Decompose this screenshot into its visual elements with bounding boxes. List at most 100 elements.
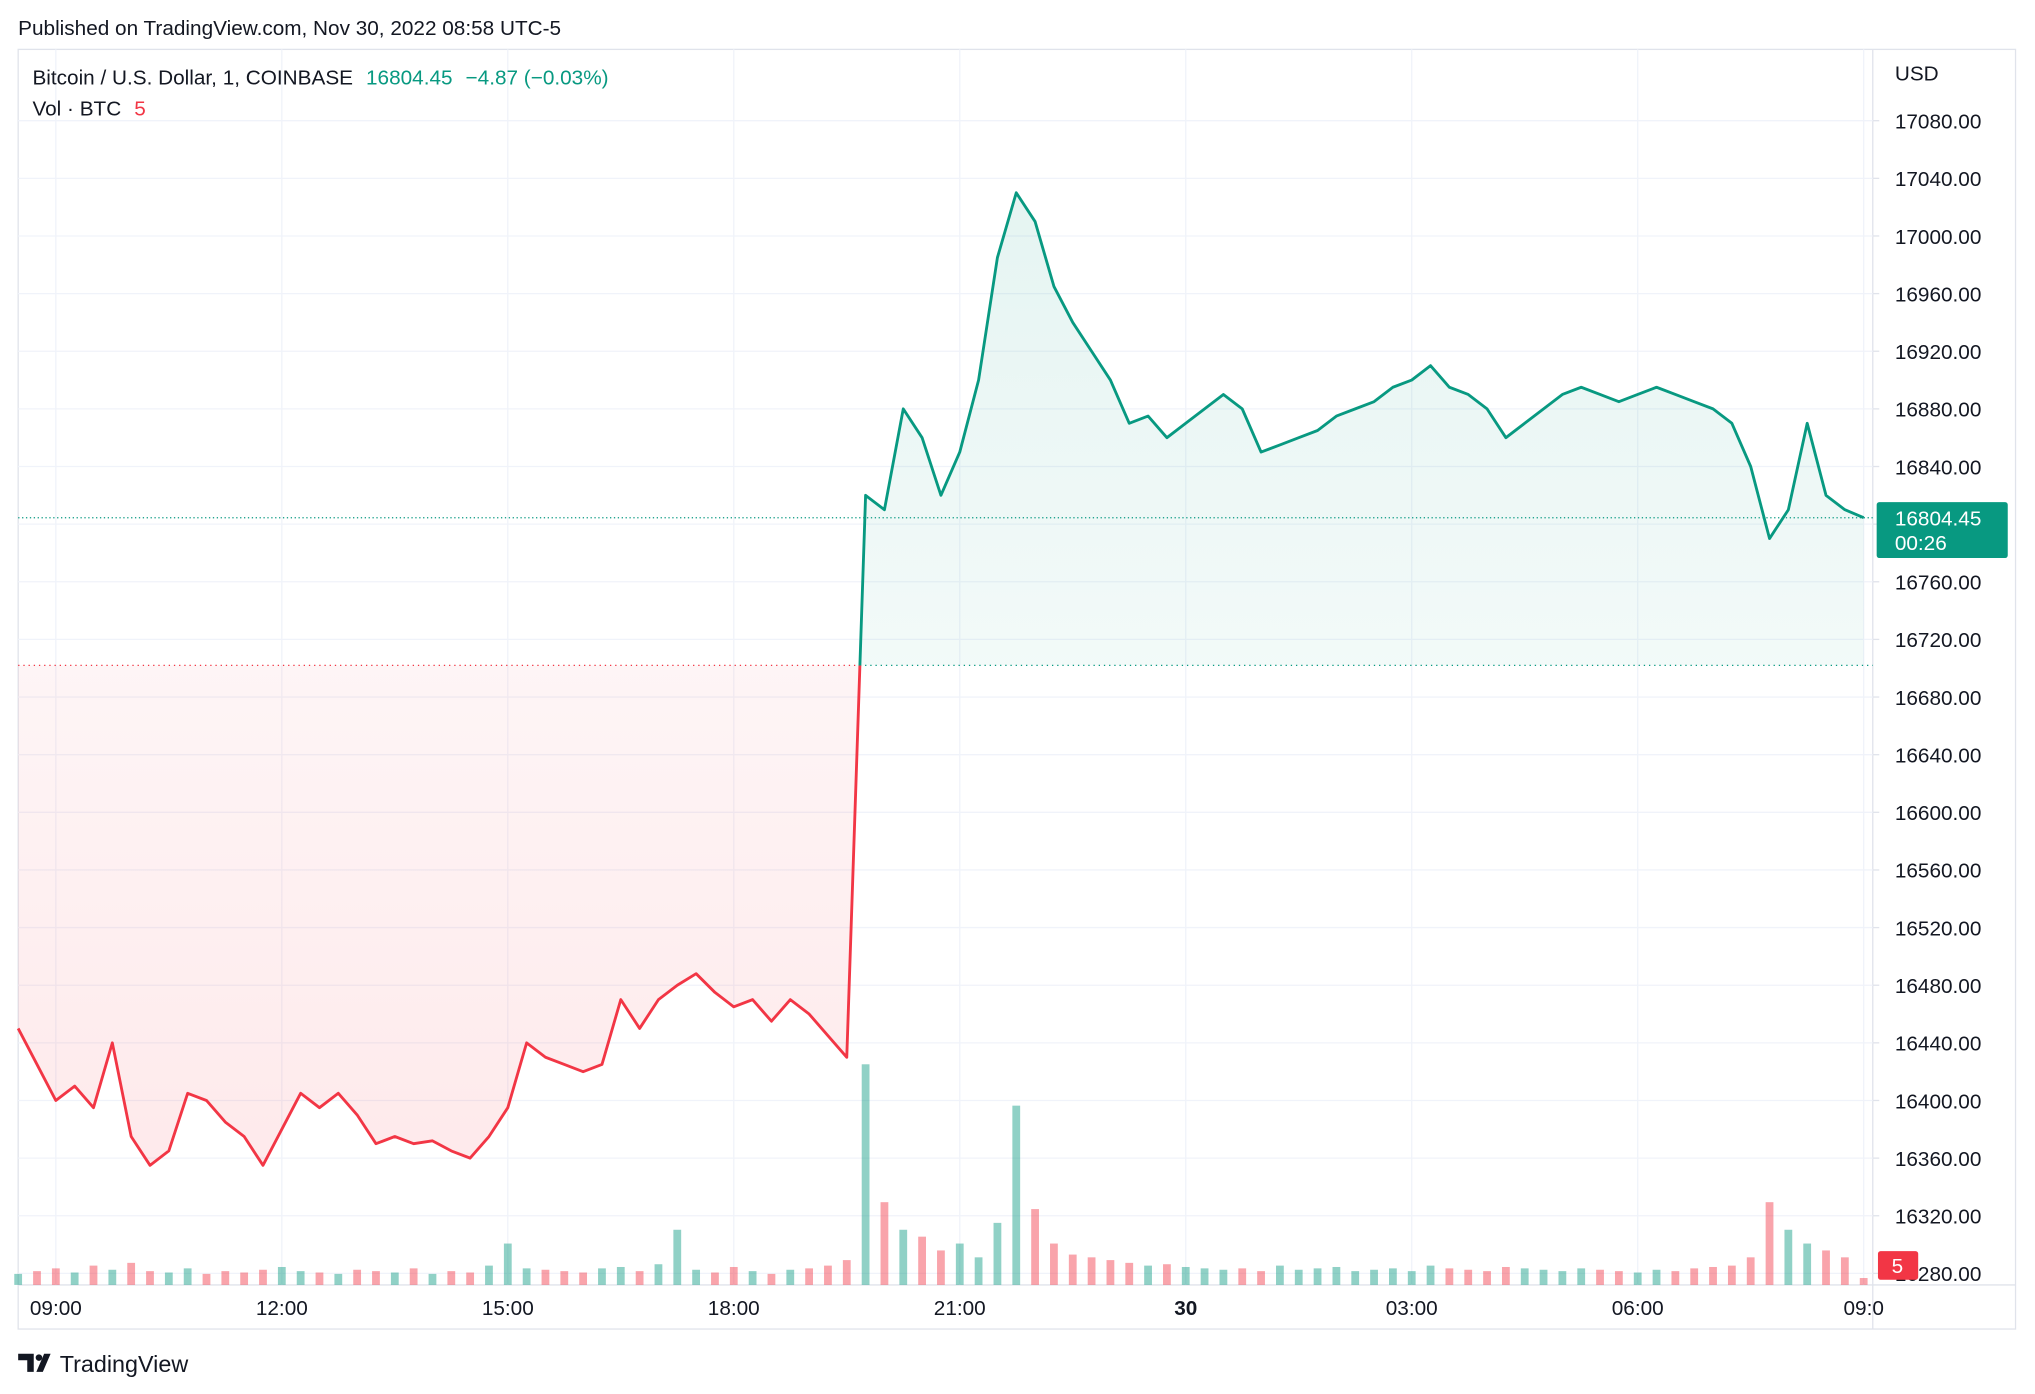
legend-line: Bitcoin / U.S. Dollar, 1, COINBASE 16804.… [32,66,608,89]
volume-bar [899,1229,908,1285]
volume-bar [372,1271,380,1285]
currency-label: USD [1895,63,1939,86]
volume-bar [1238,1268,1247,1285]
y-tick-label: 16880.00 [1895,399,1982,422]
volume-bar [164,1272,173,1285]
volume-bar [315,1272,324,1285]
x-tick-label: 21:00 [934,1297,986,1320]
volume-bar [14,1273,23,1285]
y-tick-label: 16520.00 [1895,917,1982,940]
volume-bar [1407,1271,1416,1285]
volume-bar [1200,1268,1209,1285]
volume-bar [1746,1257,1755,1285]
volume-bar [522,1268,531,1285]
volume-bar [146,1271,154,1285]
volume-bar [824,1265,832,1285]
y-tick-label: 16320.00 [1895,1206,1982,1229]
volume-bar [767,1273,776,1285]
price-line [16,191,1865,1167]
y-tick-label: 16400.00 [1895,1090,1982,1113]
volume-bar [1464,1269,1473,1285]
volume-bar [1859,1278,1868,1285]
last-price-label: 16804.45 [1895,508,1982,531]
y-tick-label: 16440.00 [1895,1033,1982,1056]
volume-legend: Vol · BTC 5 [32,98,145,121]
volume-bar [240,1272,249,1285]
volume-bar [466,1272,475,1285]
last-price-tag [1876,502,2008,558]
volume-bar [861,1064,870,1285]
volume-bar [296,1271,305,1285]
baseline-area [18,192,1864,1166]
volume-bar [127,1262,136,1285]
symbol-title: Bitcoin / U.S. Dollar, 1, COINBASE [32,66,353,89]
volume-bar [221,1271,230,1285]
volume-bar [993,1222,1002,1285]
x-tick-label: 12:00 [256,1297,308,1320]
volume-bar [1784,1229,1793,1285]
volume-bar [1031,1209,1039,1285]
volume-title: Vol · BTC [32,98,121,121]
volume-bar [1370,1269,1378,1285]
volume-bar [598,1268,606,1285]
volume-bar [1520,1268,1529,1285]
volume-bar [33,1271,41,1285]
volume-bar [1709,1266,1717,1285]
volume-bar [541,1269,550,1285]
volume-bar [334,1273,343,1285]
volume-bar [918,1236,926,1285]
y-tick-label: 16840.00 [1895,456,1982,479]
volume-tag [1877,1251,1919,1280]
volume-bar [692,1269,701,1285]
published-note: Published on TradingView.com, Nov 30, 20… [18,17,561,40]
volume-bar [1087,1257,1096,1285]
volume-bar [202,1273,211,1285]
volume-bar [108,1269,117,1285]
y-tick-label: 16480.00 [1895,975,1982,998]
volume-bar [183,1268,192,1285]
y-tick-label: 16760.00 [1895,572,1982,595]
volume-bar [711,1272,719,1285]
volume-bar [1351,1271,1360,1285]
volume-bar [974,1257,983,1285]
volume-bar [1012,1105,1021,1285]
y-tick-label: 16360.00 [1895,1148,1982,1171]
volume-bar [1276,1265,1284,1285]
x-tick-label: 18:00 [708,1297,760,1320]
y-tick-label: 16600.00 [1895,802,1982,825]
y-tick-label: 16920.00 [1895,341,1982,364]
volume-bar [1257,1271,1265,1285]
volume-bar [1840,1257,1849,1285]
volume-bar [1652,1269,1661,1285]
volume-bar [485,1265,493,1285]
x-tick-label: 30 [1174,1297,1197,1320]
y-tick-label: 16640.00 [1895,744,1982,767]
volume-bar [259,1269,267,1285]
volume-bar [729,1266,738,1285]
volume-bar [635,1271,644,1285]
volume-bar [842,1260,851,1285]
volume-bar [880,1202,889,1285]
x-tick-label: 06:00 [1612,1297,1664,1320]
volume-bar [277,1266,286,1285]
volume-bar [748,1271,757,1285]
volume-bar [1633,1272,1642,1285]
volume-bar [89,1265,98,1285]
volume-bar [390,1272,399,1285]
x-tick-label: 03:00 [1386,1297,1438,1320]
y-tick-label: 16720.00 [1895,629,1982,652]
header-change: −4.87 (−0.03%) [466,66,609,89]
y-tick-label: 16560.00 [1895,860,1982,883]
volume-bar [1313,1268,1322,1285]
volume-bar [1219,1269,1228,1285]
volume-bar [1426,1265,1435,1285]
volume-bar [428,1273,437,1285]
header-price: 16804.45 [366,66,453,89]
volume-bar [1163,1264,1171,1285]
volume-last: 5 [134,98,146,121]
y-tick-label: 16960.00 [1895,283,1982,306]
volume-bar [560,1271,569,1285]
y-tick-label: 16680.00 [1895,687,1982,710]
